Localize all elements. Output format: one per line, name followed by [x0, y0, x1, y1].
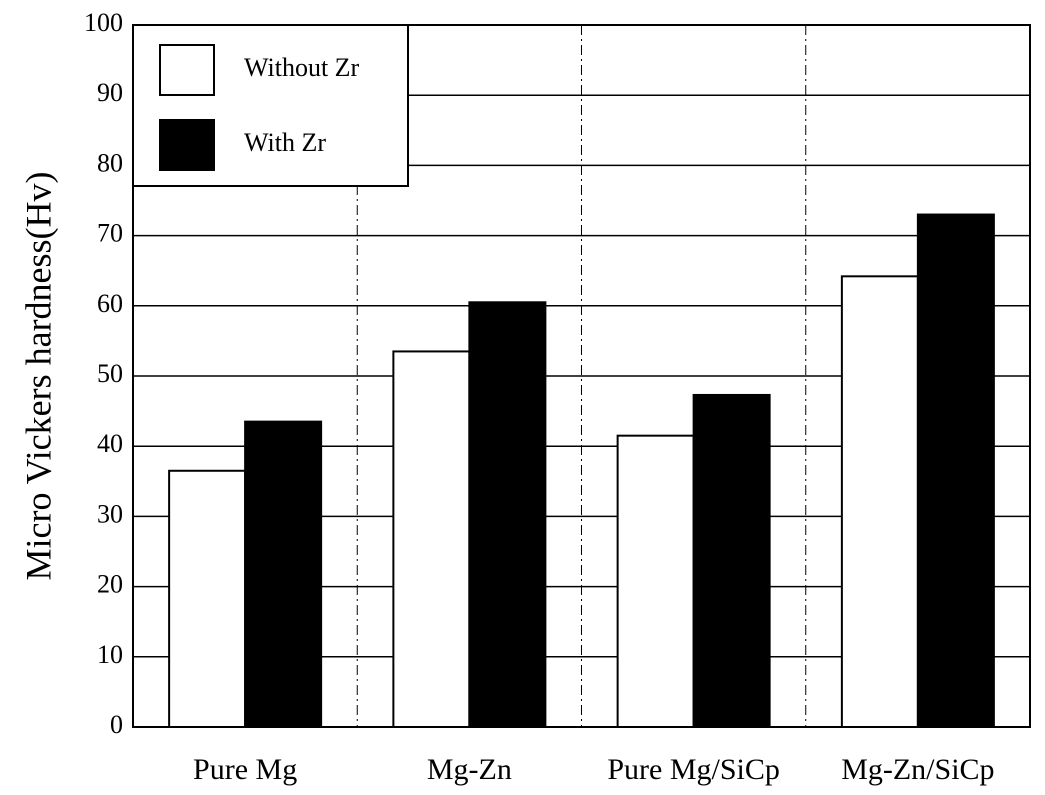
- y-tick-label: 20: [97, 570, 123, 599]
- plot-frame: [132, 24, 1031, 728]
- bar: [916, 213, 995, 729]
- y-tick-label: 0: [110, 710, 123, 739]
- y-tick-label: 50: [97, 359, 123, 388]
- bar: [392, 350, 471, 728]
- y-axis-label: Micro Vickers hardness(Hv): [18, 171, 58, 580]
- legend-label: Without Zr: [244, 53, 360, 82]
- bar: [168, 469, 247, 728]
- x-tick-label: Pure Mg: [193, 753, 297, 786]
- y-tick-label: 90: [97, 78, 123, 107]
- y-tick-label: 100: [84, 8, 123, 37]
- y-tick-label: 70: [97, 219, 123, 248]
- y-tick-label: 10: [97, 640, 123, 669]
- legend-label: With Zr: [244, 128, 326, 157]
- x-tick-label: Mg-Zn/SiCp: [841, 753, 994, 786]
- bar: [692, 393, 771, 728]
- y-tick-label: 30: [97, 499, 123, 528]
- y-tick-label: 60: [97, 289, 123, 318]
- x-tick-label: Pure Mg/SiCp: [607, 753, 780, 786]
- bar: [616, 434, 695, 728]
- bar: [468, 301, 547, 728]
- x-tick-label: Mg-Zn: [427, 753, 512, 786]
- legend-swatch: [159, 44, 215, 96]
- bar: [244, 420, 323, 728]
- y-tick-label: 40: [97, 429, 123, 458]
- legend-swatch: [159, 119, 215, 171]
- y-tick-label: 80: [97, 148, 123, 177]
- bar: [840, 275, 919, 728]
